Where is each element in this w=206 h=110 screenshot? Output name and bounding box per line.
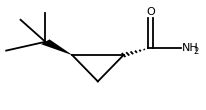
Text: O: O — [146, 7, 155, 17]
Text: 2: 2 — [193, 47, 198, 56]
Text: NH: NH — [182, 43, 198, 53]
Polygon shape — [41, 39, 72, 55]
